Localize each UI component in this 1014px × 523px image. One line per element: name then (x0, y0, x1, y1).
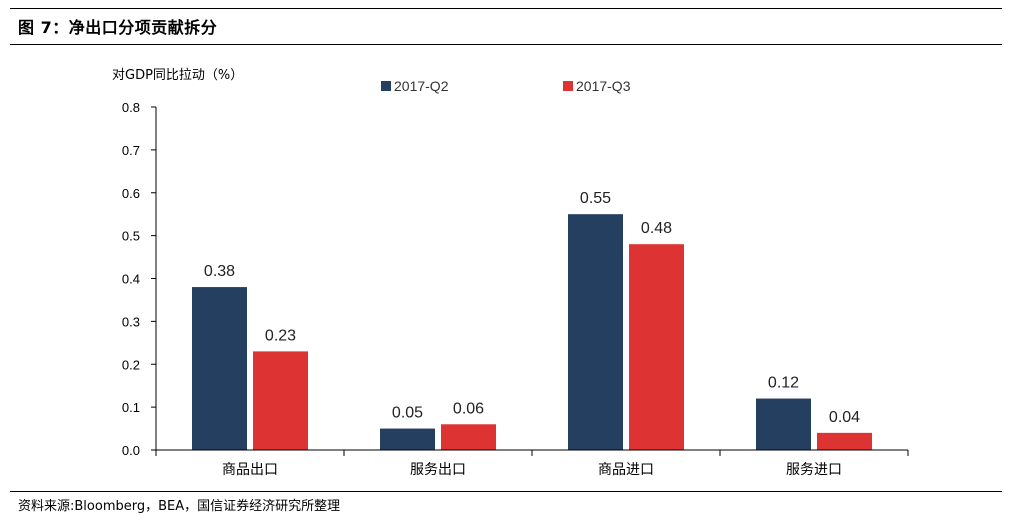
data-label: 0.23 (265, 327, 296, 344)
bar-2017-Q3-商品进口 (629, 244, 684, 450)
data-label: 0.48 (641, 220, 672, 237)
title-rule (10, 44, 1002, 45)
data-label: 0.06 (453, 400, 484, 417)
top-rule (10, 8, 1002, 9)
bar-2017-Q2-商品进口 (568, 214, 623, 450)
bar-2017-Q2-商品出口 (192, 287, 247, 450)
y-tick-label: 0.6 (122, 186, 140, 201)
data-label: 0.05 (392, 405, 423, 422)
y-axis: 0.0 0.1 0.2 0.3 0.4 0.5 0.6 0.7 0.8 (122, 100, 157, 458)
y-tick-label: 0.2 (122, 357, 140, 372)
data-label: 0.04 (829, 409, 860, 426)
legend: 2017-Q2 2017-Q3 (381, 78, 631, 94)
x-tick-label: 商品出口 (222, 462, 278, 478)
legend-swatch (381, 81, 391, 91)
y-tick-label: 0.5 (122, 229, 140, 244)
bars: 0.38 0.05 0.55 0.12 0.23 0.06 0.48 0.04 (192, 190, 872, 450)
y-tick-label: 0.3 (122, 314, 140, 329)
y-tick-label: 0.7 (122, 143, 140, 158)
source-note: 资料来源:Bloomberg，BEA，国信证券经济研究所整理 (18, 499, 341, 514)
x-axis: 商品出口 服务出口 商品进口 服务进口 (155, 449, 909, 478)
y-tick-label: 0.4 (122, 272, 140, 287)
data-label: 0.55 (580, 190, 611, 207)
y-tick-label: 0.0 (122, 443, 140, 458)
bottom-rule (10, 491, 1002, 492)
legend-swatch (563, 81, 573, 91)
y-tick-label: 0.1 (122, 400, 140, 415)
bar-2017-Q3-服务进口 (817, 432, 872, 450)
bar-chart: 对GDP同比拉动（%） 2017-Q2 2017-Q3 0.00.10.20.30… (112, 68, 909, 478)
y-tick-label: 0.8 (122, 100, 140, 115)
x-tick-label: 服务进口 (786, 462, 842, 478)
x-tick-label: 服务出口 (410, 462, 466, 478)
bar-2017-Q3-服务出口 (441, 424, 496, 450)
legend-label: 2017-Q2 (394, 78, 449, 94)
legend-label: 2017-Q3 (576, 78, 631, 94)
bar-2017-Q2-服务出口 (380, 428, 435, 450)
figure-title: 图 7：净出口分项贡献拆分 (18, 18, 218, 37)
data-label: 0.38 (204, 263, 235, 280)
y-axis-label: 对GDP同比拉动（%） (112, 68, 243, 83)
data-label: 0.12 (768, 375, 799, 392)
bar-2017-Q3-商品出口 (253, 351, 308, 450)
bar-2017-Q2-服务进口 (756, 398, 811, 450)
x-tick-label: 商品进口 (598, 462, 654, 478)
